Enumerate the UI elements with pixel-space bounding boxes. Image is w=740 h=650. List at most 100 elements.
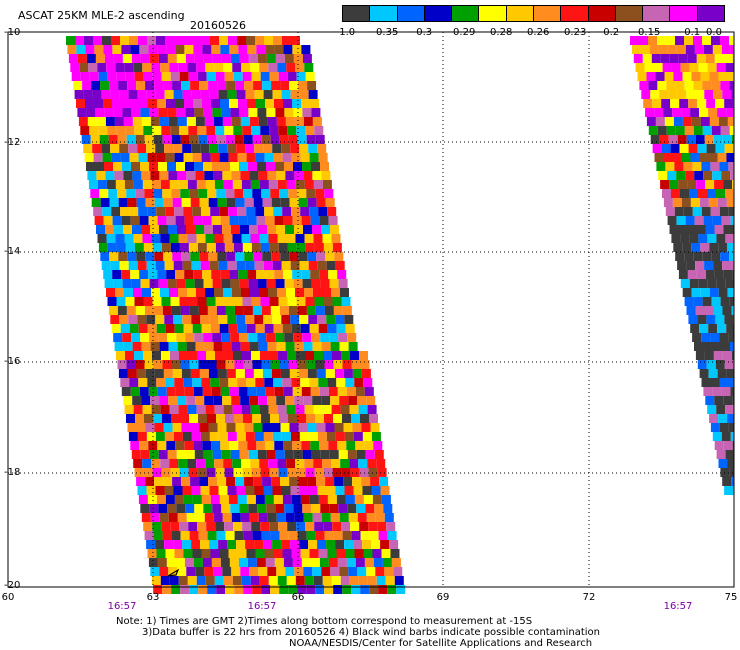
swath-cell — [692, 162, 702, 171]
swath-cell — [168, 567, 178, 576]
swath-cell — [94, 99, 103, 108]
swath-cell — [140, 504, 150, 513]
swath-cell — [723, 270, 733, 279]
swath-cell — [288, 531, 298, 540]
swath-cell — [207, 414, 216, 423]
swath-cell — [666, 81, 676, 90]
swath-cell — [194, 108, 204, 117]
swath-cell — [208, 369, 218, 378]
swath-cell — [212, 504, 222, 513]
swath-cell — [101, 90, 111, 99]
swath-cell — [306, 414, 315, 423]
swath-cell — [111, 36, 120, 45]
swath-cell — [304, 63, 314, 72]
swath-cell — [370, 423, 380, 432]
swath-cell — [294, 567, 304, 576]
swath-cell — [267, 171, 277, 180]
swath-cell — [198, 585, 208, 594]
swath-cell — [257, 450, 267, 459]
swath-cell — [279, 189, 289, 198]
swath-cell — [229, 99, 238, 108]
swath-cell — [689, 63, 699, 72]
swath-cell — [138, 153, 148, 162]
swath-cell — [143, 243, 153, 252]
swath-cell — [209, 432, 219, 441]
swath-cell — [244, 252, 254, 261]
swath-cell — [721, 387, 731, 396]
swath-cell — [171, 414, 180, 423]
swath-cell — [286, 576, 296, 585]
swath-cell — [384, 567, 394, 576]
swath-cell — [208, 198, 218, 207]
swath-cell — [130, 387, 140, 396]
swath-cell — [727, 459, 734, 468]
swath-cell — [245, 90, 255, 99]
swath-cell — [153, 189, 163, 198]
swath-cell — [354, 378, 364, 387]
swath-cell — [669, 54, 679, 63]
swath-cell — [145, 198, 155, 207]
swath-cell — [693, 126, 703, 135]
swath-cell — [185, 54, 195, 63]
swath-cell — [116, 243, 126, 252]
swath-cell — [174, 549, 184, 558]
swath-cell — [317, 315, 327, 324]
swath-cell — [266, 450, 276, 459]
swath-cell — [290, 261, 300, 270]
swath-cell — [155, 432, 165, 441]
swath-cell — [681, 153, 691, 162]
swath-cell — [221, 504, 231, 513]
swath-cell — [172, 198, 182, 207]
swath-cell — [151, 459, 161, 468]
swath-cell — [110, 315, 120, 324]
swath-cell — [227, 261, 237, 270]
swath-cell — [713, 90, 723, 99]
swath-cell — [675, 126, 685, 135]
swath-cell — [221, 162, 230, 171]
swath-cell — [131, 108, 141, 117]
swath-cell — [186, 396, 196, 405]
swath-cell — [386, 522, 396, 531]
swath-cell — [141, 225, 150, 234]
swath-cell — [123, 396, 133, 405]
swath-cell — [313, 576, 323, 585]
swath-cell — [234, 189, 244, 198]
swath-cell — [180, 306, 190, 315]
swath-cell — [720, 252, 730, 261]
swath-cell — [224, 351, 233, 360]
swath-cell — [89, 72, 99, 81]
swath-cell — [183, 495, 193, 504]
swath-cell — [162, 306, 172, 315]
swath-cell — [224, 468, 234, 477]
swath-cell — [312, 567, 322, 576]
swath-cell — [728, 423, 734, 432]
swath-cell — [181, 423, 191, 432]
swath-cell — [383, 504, 393, 513]
swath-cell — [228, 36, 237, 45]
swath-cell — [99, 189, 109, 198]
swath-cell — [691, 243, 701, 252]
swath-cell — [721, 432, 731, 441]
swath-cell — [377, 522, 387, 531]
swath-cell — [332, 243, 342, 252]
swath-cell — [239, 279, 249, 288]
swath-cell — [310, 99, 319, 108]
swath-cell — [348, 396, 358, 405]
swath-cell — [367, 405, 377, 414]
swath-cell — [247, 216, 257, 225]
swath-cell — [176, 333, 186, 342]
swath-cell — [352, 477, 362, 486]
swath-cell — [270, 585, 280, 594]
swath-cell — [368, 522, 378, 531]
swath-cell — [315, 585, 325, 594]
swath-cell — [131, 450, 141, 459]
swath-cell — [170, 351, 179, 360]
swath-cell — [139, 387, 149, 396]
swath-cell — [711, 126, 721, 135]
swath-cell — [297, 414, 306, 423]
swath-cell — [381, 495, 391, 504]
x-label-1: 60 — [1, 592, 15, 603]
swath-cell — [700, 72, 710, 81]
swath-cell — [324, 585, 334, 594]
swath-cell — [334, 477, 344, 486]
